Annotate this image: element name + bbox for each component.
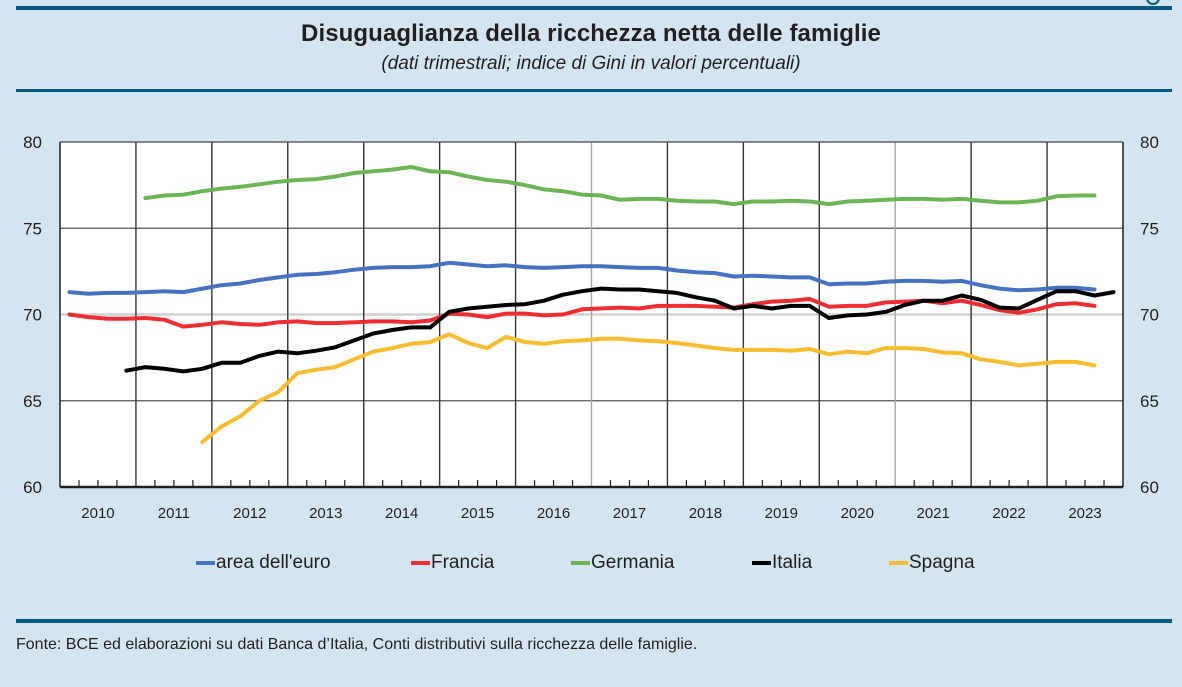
legend-swatch-icon (889, 561, 908, 565)
legend-label: Francia (431, 552, 495, 573)
x-tick-label: 2011 (158, 505, 190, 522)
y-axis-right: 60 65 70 75 80 (1140, 133, 1159, 497)
y-tick-label-right: 60 (1140, 478, 1159, 497)
legend-swatch-icon (752, 561, 771, 565)
footer-rule (16, 619, 1172, 623)
series-line-area-dell-euro (67, 260, 1097, 296)
y-tick-label-right: 75 (1140, 219, 1159, 238)
series-line-italia (124, 286, 1116, 374)
series-line-germania (143, 165, 1097, 207)
legend-item: Spagna (889, 552, 975, 574)
header-rule (16, 89, 1172, 92)
y-tick-label-left: 65 (23, 392, 42, 411)
x-tick-label: 2019 (765, 505, 798, 522)
y-tick-label-left: 60 (23, 478, 42, 497)
legend-item: Francia (411, 552, 494, 574)
legend: area dell'euro Francia Germania Italia Spagn… (0, 552, 1182, 576)
x-tick-label: 2023 (1068, 505, 1101, 522)
x-tick-label: 2021 (916, 505, 949, 522)
y-tick-label-left: 75 (23, 219, 42, 238)
y-tick-label-left: 80 (23, 133, 42, 152)
source-note: Fonte: BCE ed elaborazioni su dati Banca… (16, 636, 698, 653)
axis-frame (59, 141, 1124, 489)
x-tick-label: 2018 (689, 505, 722, 522)
legend-item: Germania (571, 552, 674, 574)
series-line-spagna (200, 332, 1097, 445)
y-tick-label-right: 70 (1140, 306, 1159, 325)
chart-subtitle: (dati trimestrali; indice di Gini in val… (381, 53, 801, 74)
series-lines (67, 165, 1116, 445)
x-axis-labels: 2010 2011 2012 2013 2014 2015 2016 2017 2018 2019… (81, 505, 1101, 522)
x-tick-label: 2017 (613, 505, 646, 522)
top-rule (16, 6, 1172, 10)
y-tick-label-right: 80 (1140, 133, 1159, 152)
y-tick-label-left: 70 (23, 306, 42, 325)
x-tick-label: 2012 (233, 505, 266, 522)
legend-swatch-icon (196, 561, 215, 565)
legend-label: Spagna (909, 552, 975, 573)
legend-item: Italia (752, 552, 812, 574)
legend-item: area dell'euro (196, 552, 331, 574)
x-tick-label: 2022 (992, 505, 1025, 522)
x-tick-label: 2013 (309, 505, 342, 522)
chart-title: Disuguaglianza della ricchezza netta del… (301, 20, 881, 47)
x-tick-label: 2020 (841, 505, 874, 522)
legend-label: Germania (591, 552, 675, 573)
y-tick-label-right: 65 (1140, 392, 1159, 411)
y-axis-left: 60 65 70 75 80 (23, 133, 42, 497)
legend-label: Italia (772, 552, 813, 573)
legend-swatch-icon (571, 561, 590, 565)
x-tick-label: 2014 (385, 505, 418, 522)
x-tick-label: 2016 (537, 505, 570, 522)
x-tick-label: 2010 (81, 505, 114, 522)
legend-swatch-icon (411, 561, 430, 565)
legend-label: area dell'euro (216, 552, 331, 573)
x-tick-label: 2015 (461, 505, 494, 522)
